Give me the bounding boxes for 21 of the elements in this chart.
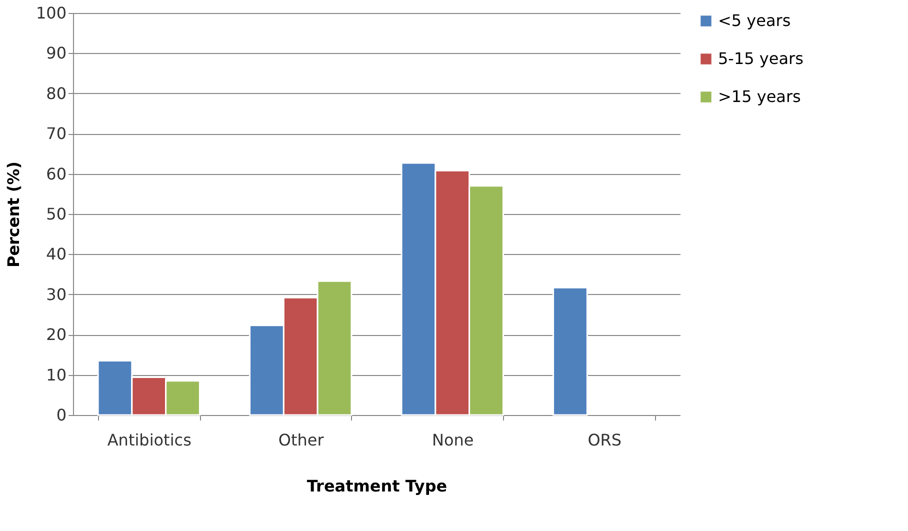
y-tick-label: 70 [46,124,66,144]
y-tick-label: 60 [46,164,66,184]
bar [552,286,588,416]
legend-label: >15 years [718,87,801,106]
y-tick-label: 50 [46,204,66,224]
y-axis-title: Percent (%) [4,161,23,268]
x-tick-label: Antibiotics [107,430,192,450]
y-tick-label: 30 [46,284,66,304]
x-tick-label: Other [278,430,324,450]
x-tick-label: ORS [588,430,622,450]
y-tick-label: 80 [46,84,66,103]
legend-label: 5-15 years [718,49,804,68]
y-tick-label: 0 [56,406,66,424]
legend-label: <5 years [718,11,791,30]
y-tick-label: 90 [46,44,66,63]
y-tick-label: 40 [46,244,66,264]
x-axis-title: Treatment Type [306,476,448,496]
y-tick-label: 20 [46,325,66,344]
y-tick-label: 10 [46,365,66,384]
x-tick-label: None [432,430,474,450]
y-tick-label: 100 [36,4,66,22]
